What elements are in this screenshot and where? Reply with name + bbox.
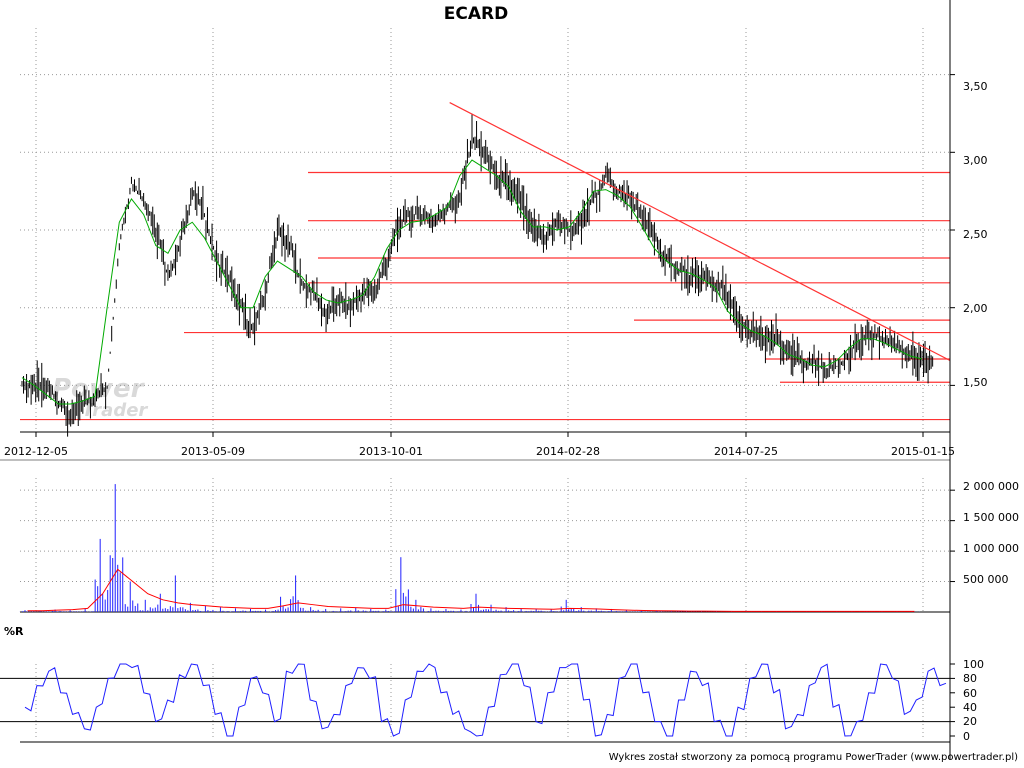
r-line-path [24, 663, 947, 737]
r-tick-label: 80 [963, 672, 977, 685]
volume-ma-line [27, 568, 915, 612]
trendline [449, 102, 951, 362]
ma-line [21, 159, 923, 405]
x-tick-label: 2014-07-25 [714, 445, 778, 458]
y-tick-label: 1,50 [963, 376, 988, 389]
footer-credit: Wykres został stworzony za pomocą progra… [609, 752, 1018, 763]
x-tick-label: 2013-10-01 [359, 445, 423, 458]
r-tick-label: 40 [963, 701, 977, 714]
x-tick-label: 2013-05-09 [181, 445, 245, 458]
y-tick-label: 3,00 [963, 154, 988, 167]
price-bars [21, 113, 934, 437]
williams-r-line [24, 663, 947, 737]
trendline-segment [449, 102, 951, 362]
volume-moving-average [27, 568, 915, 612]
volume-bars [19, 484, 920, 612]
y-tick-label: 2,00 [963, 302, 988, 315]
r-tick-label: 20 [963, 715, 977, 728]
williams-r-grid [0, 663, 955, 743]
x-tick-label: 2012-12-05 [4, 445, 68, 458]
price-axes [0, 0, 955, 760]
volume-tick-label: 2 000 000 [963, 480, 1019, 493]
watermark-line1: Power [52, 374, 146, 404]
volume-tick-label: 1 000 000 [963, 542, 1019, 555]
x-tick-label: 2014-02-28 [536, 445, 600, 458]
r-tick-label: 100 [963, 658, 984, 671]
price-moving-average [21, 159, 923, 405]
watermark-line2: Trader [82, 400, 148, 421]
chart-title: ECARD [444, 4, 508, 24]
y-tick-label: 2,50 [963, 228, 988, 241]
r-tick-label: 0 [963, 730, 970, 743]
support-resistance-lines [20, 171, 950, 421]
volume-tick-label: 500 000 [963, 573, 1009, 586]
volume-tick-label: 1 500 000 [963, 511, 1019, 524]
price-grid [20, 28, 950, 432]
x-tick-label: 2015-01-15 [891, 445, 955, 458]
y-tick-label: 3,50 [963, 80, 988, 93]
r-tick-label: 60 [963, 687, 977, 700]
indicator-label: %R [4, 625, 24, 638]
